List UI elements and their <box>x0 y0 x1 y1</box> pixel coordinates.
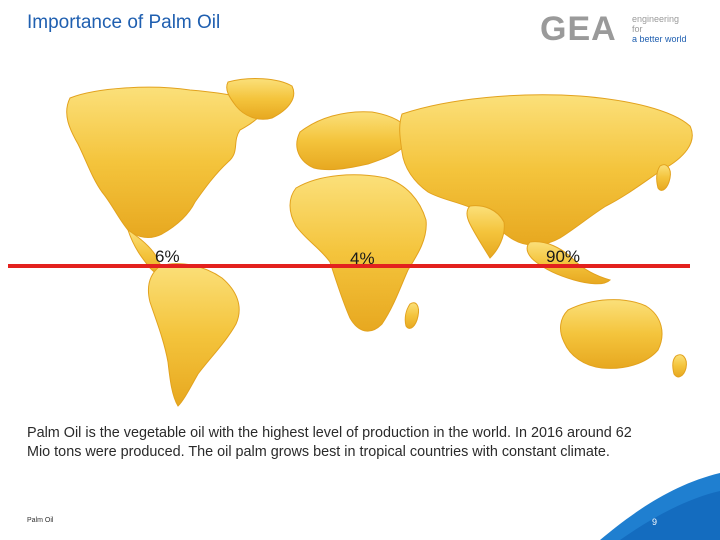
gea-logo: GEA engineering for a better world <box>538 8 688 48</box>
page-number: 9 <box>652 517 658 527</box>
africa-shape <box>289 174 427 332</box>
greenland-shape <box>226 78 295 120</box>
share-asia-pacific: 90% <box>546 247 581 266</box>
gea-logo-mark: GEA <box>540 10 617 46</box>
equator-line <box>8 264 690 268</box>
europe-shape <box>296 111 411 171</box>
world-map <box>66 78 693 407</box>
australia-shape <box>560 299 663 369</box>
asia-shape <box>399 94 693 246</box>
logo-tagline: engineering for a better world <box>632 14 688 44</box>
footer-label: Palm Oil <box>27 517 54 524</box>
tagline-line-2: a better world <box>632 34 687 44</box>
madagascar-shape <box>404 302 419 329</box>
footer-swoosh <box>600 473 720 540</box>
share-africa: 4% <box>350 249 375 268</box>
new-zealand-shape <box>672 354 687 378</box>
japan-shape <box>656 164 671 191</box>
india-shape <box>466 205 505 259</box>
tagline-line-1: engineering for <box>632 14 680 34</box>
slide-title: Importance of Palm Oil <box>27 12 221 33</box>
southeast-asia-shape <box>526 241 611 285</box>
svg-text:GEA: GEA <box>540 10 617 46</box>
north-america-shape <box>66 86 265 238</box>
body-text: Palm Oil is the vegetable oil with the h… <box>27 425 632 460</box>
share-americas: 6% <box>155 247 180 266</box>
south-america-shape <box>147 263 240 407</box>
